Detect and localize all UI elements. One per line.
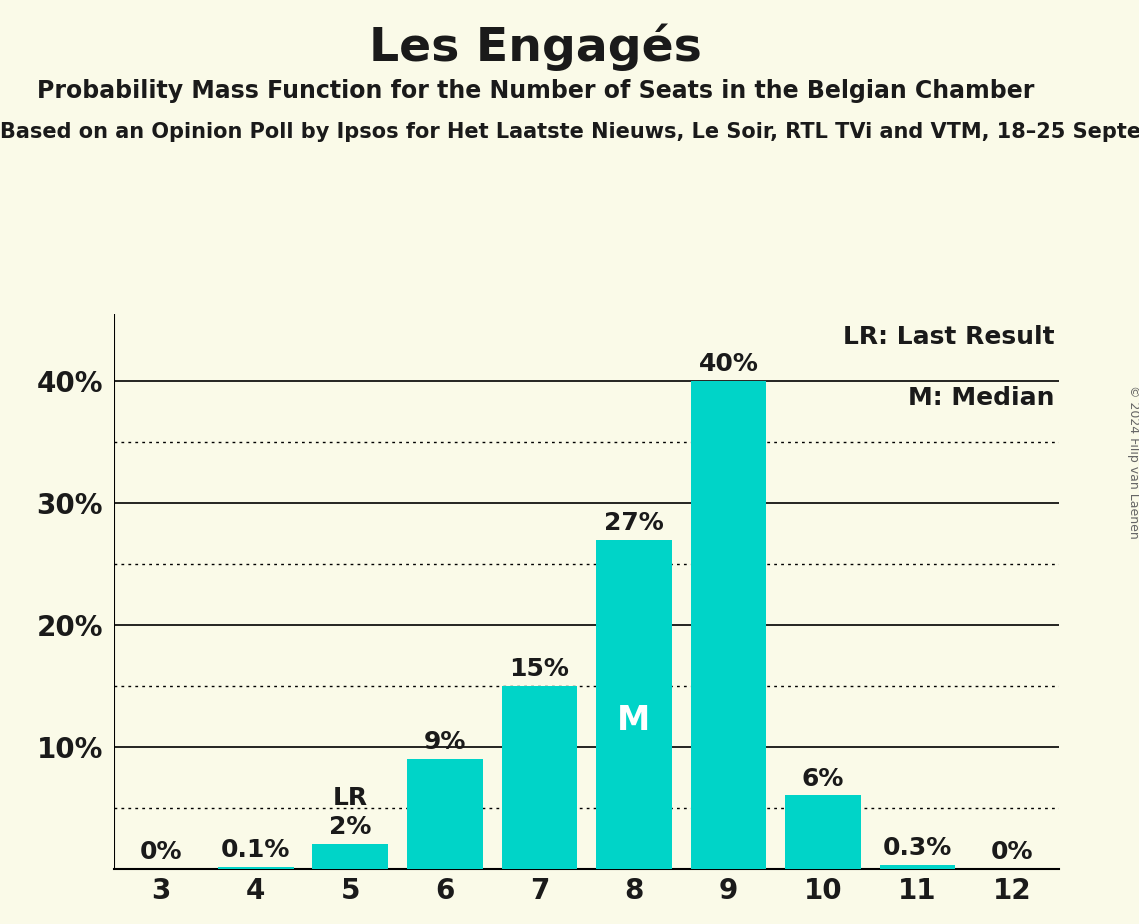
Bar <box>785 796 861 869</box>
Text: 0%: 0% <box>991 840 1033 864</box>
Text: 27%: 27% <box>604 511 664 535</box>
Bar <box>596 540 672 869</box>
Text: 0.1%: 0.1% <box>221 838 290 862</box>
Bar <box>501 686 577 869</box>
Text: 2%: 2% <box>329 815 371 839</box>
Text: © 2024 Filip van Laenen: © 2024 Filip van Laenen <box>1126 385 1139 539</box>
Text: LR: Last Result: LR: Last Result <box>843 325 1055 349</box>
Text: 15%: 15% <box>509 657 570 681</box>
Text: Probability Mass Function for the Number of Seats in the Belgian Chamber: Probability Mass Function for the Number… <box>36 79 1034 103</box>
Text: 0.3%: 0.3% <box>883 836 952 860</box>
Text: Based on an Opinion Poll by Ipsos for Het Laatste Nieuws, Le Soir, RTL TVi and V: Based on an Opinion Poll by Ipsos for He… <box>0 122 1139 142</box>
Bar <box>218 868 294 869</box>
Text: LR: LR <box>333 786 368 810</box>
Text: 6%: 6% <box>802 767 844 791</box>
Text: 9%: 9% <box>424 730 466 754</box>
Text: 40%: 40% <box>698 352 759 376</box>
Text: M: Median: M: Median <box>908 386 1055 410</box>
Bar <box>690 382 767 869</box>
Bar <box>879 865 956 869</box>
Bar <box>312 845 388 869</box>
Text: 0%: 0% <box>140 840 182 864</box>
Text: M: M <box>617 704 650 737</box>
Text: Les Engagés: Les Engagés <box>369 23 702 70</box>
Bar <box>407 759 483 869</box>
